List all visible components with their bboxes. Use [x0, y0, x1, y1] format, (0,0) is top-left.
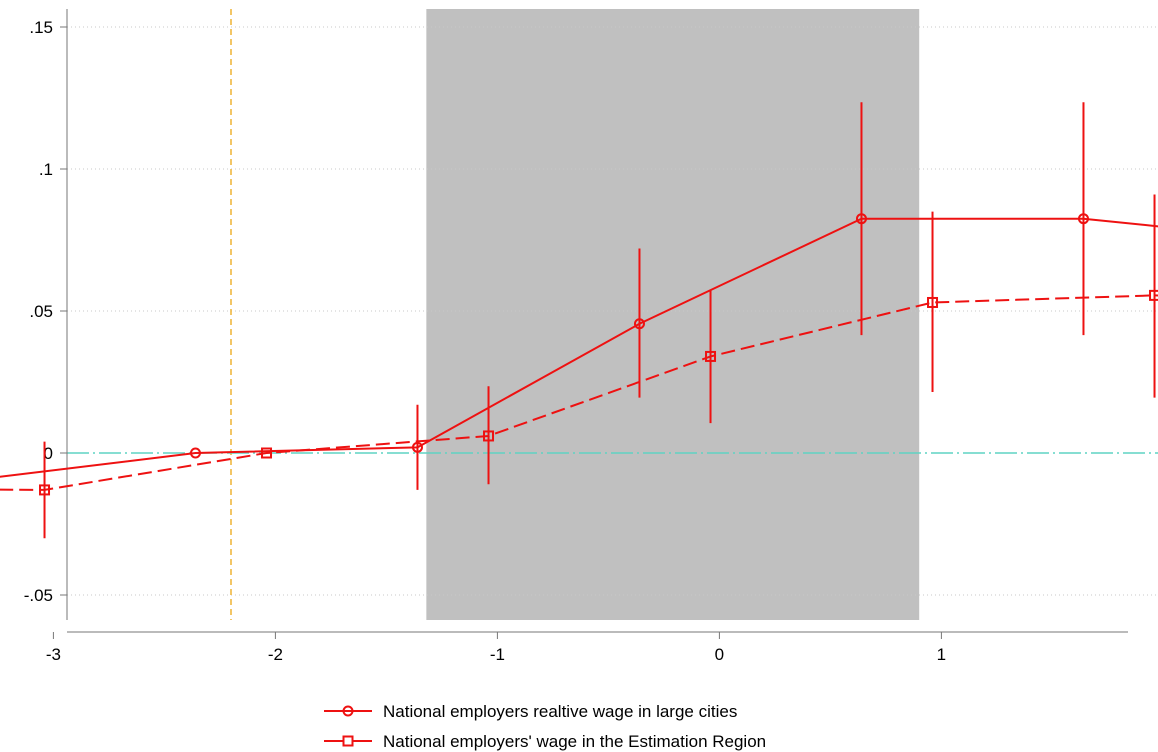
point-series2-5 [705, 350, 717, 362]
y-tick-label-1: 0 [44, 444, 53, 463]
legend-label-series-2: National employers' wage in the Estimati… [383, 732, 766, 751]
shaded-region [426, 9, 920, 620]
x-tick-label-5: 0 [715, 645, 724, 664]
series-lines-layer [0, 217, 1158, 491]
series-line-2 [0, 294, 1158, 491]
axes-layer: -.050.05.1.15-5-4-3-2-101234 [24, 9, 1128, 664]
x-tick-label-4: -1 [490, 645, 505, 664]
point-series1-7 [1077, 213, 1089, 225]
x-tick-label-3: -2 [268, 645, 283, 664]
x-tick-label-6: 1 [937, 645, 946, 664]
point-series1-6 [855, 213, 867, 225]
legend-swatch-square-marker [342, 735, 354, 747]
markers-layer [39, 213, 1158, 496]
point-series2-4 [483, 430, 495, 442]
point-series1-4 [411, 441, 423, 453]
legend-item-series-2: National employers' wage in the Estimati… [324, 732, 766, 751]
shaded-region-layer [426, 9, 920, 620]
legend-item-series-1: National employers realtive wage in larg… [324, 702, 737, 721]
y-tick-label-4: .15 [29, 18, 53, 37]
y-tick-label-3: .1 [39, 160, 53, 179]
point-series2-7 [1149, 289, 1158, 301]
y-tick-label-0: -.05 [24, 586, 53, 605]
legend: National employers realtive wage in larg… [324, 702, 766, 751]
legend-swatch-circle-marker [342, 705, 354, 717]
point-series1-3 [189, 447, 201, 459]
series-line-1 [0, 217, 1158, 478]
legend-label-series-1: National employers realtive wage in larg… [383, 702, 737, 721]
x-tick-label-2: -3 [46, 645, 61, 664]
point-series2-6 [927, 296, 939, 308]
point-series2-2 [39, 484, 51, 496]
point-series1-5 [633, 318, 645, 330]
reference-lines-layer [67, 9, 1158, 620]
point-series2-3 [261, 447, 273, 459]
y-tick-label-2: .05 [29, 302, 53, 321]
